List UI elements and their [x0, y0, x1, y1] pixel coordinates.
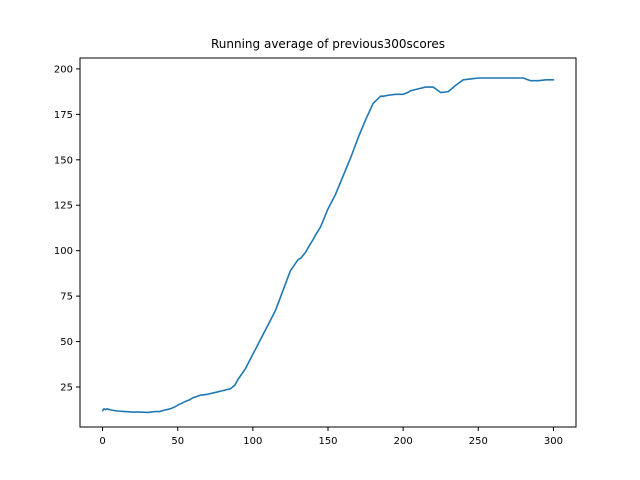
x-tick-label: 300	[544, 436, 563, 447]
y-tick-label: 175	[54, 110, 73, 121]
y-tick-label: 200	[54, 64, 73, 75]
x-tick-label: 50	[171, 436, 184, 447]
y-tick-label: 50	[60, 337, 73, 348]
series-line	[101, 77, 555, 414]
x-tick-label: 0	[99, 436, 105, 447]
x-tick-label: 100	[243, 436, 262, 447]
plot-frame	[79, 57, 577, 428]
y-tick-label: 150	[54, 155, 73, 166]
y-tick-label: 25	[60, 383, 73, 394]
y-tick-label: 125	[54, 201, 73, 212]
chart-title: Running average of previous300scores	[211, 37, 445, 51]
y-tick-label: 75	[60, 292, 73, 303]
x-tick-label: 200	[394, 436, 413, 447]
series-layer	[101, 77, 555, 414]
x-tick-label: 250	[469, 436, 488, 447]
y-tick-label: 100	[54, 246, 73, 257]
axis-ticks: 0 50 100 150 200 250 300 25 50 75 100 125 150 175 200	[54, 64, 563, 447]
x-tick-label: 150	[318, 436, 337, 447]
